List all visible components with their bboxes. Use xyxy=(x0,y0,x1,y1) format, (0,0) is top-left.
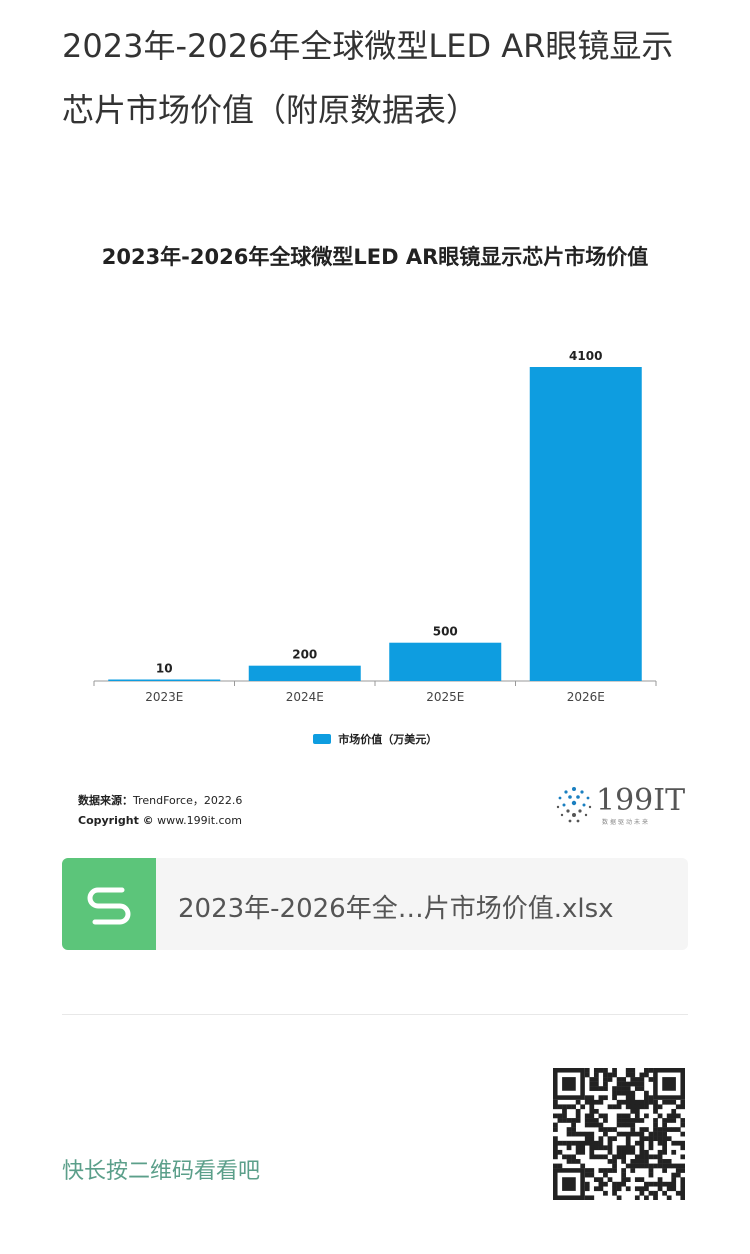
legend-swatch xyxy=(312,734,331,744)
copyright-url: www.199it.com xyxy=(157,814,243,827)
data-label: 200 xyxy=(292,648,317,662)
x-tick-label: 2023E xyxy=(145,690,183,704)
data-label: 4100 xyxy=(569,349,602,363)
data-label: 500 xyxy=(433,625,458,639)
bar-2025E xyxy=(389,642,502,681)
x-tick-label: 2024E xyxy=(286,690,324,704)
x-tick-label: 2025E xyxy=(426,690,464,704)
source-note: 数据来源：TrendForce，2022.6 Copyright © www.1… xyxy=(78,791,242,831)
logo-dots-icon xyxy=(556,787,592,823)
data-label: 10 xyxy=(156,662,173,676)
qr-code-icon[interactable] xyxy=(553,1068,685,1200)
chart-legend: 市场价值（万美元） xyxy=(62,731,688,747)
copyright-label: Copyright © xyxy=(78,814,154,827)
chart-title: 2023年-2026年全球微型LED AR眼镜显示芯片市场价值 xyxy=(101,245,649,269)
divider xyxy=(62,1014,688,1015)
bar-2024E xyxy=(248,665,361,681)
attachment-card[interactable]: 2023年-2026年全…片市场价值.xlsx xyxy=(62,858,688,950)
spreadsheet-icon xyxy=(62,858,156,950)
199it-logo: 199IT 数据驱动未来 xyxy=(552,783,686,831)
article-title: 2023年-2026年全球微型LED AR眼镜显示芯片市场价值（附原数据表） xyxy=(62,27,674,129)
source-text: TrendForce，2022.6 xyxy=(133,794,243,807)
bar-chart: 10 2023E 200 2024E 500 2025E 4100 2026E xyxy=(93,349,657,704)
attachment-file-name[interactable]: 2023年-2026年全…片市场价值.xlsx xyxy=(178,894,614,924)
x-tick-label: 2026E xyxy=(567,690,605,704)
bar-2026E xyxy=(529,367,642,681)
bar-2023E xyxy=(108,679,221,681)
qr-caption: 快长按二维码看看吧 xyxy=(62,1159,261,1184)
chart-image: 2023年-2026年全球微型LED AR眼镜显示芯片市场价值 10 2023E 2… xyxy=(62,215,688,845)
legend-label: 市场价值（万美元） xyxy=(338,733,438,746)
source-label: 数据来源： xyxy=(78,794,133,807)
logo-text: 199IT xyxy=(596,783,686,818)
logo-tagline: 数据驱动未来 xyxy=(602,819,651,826)
